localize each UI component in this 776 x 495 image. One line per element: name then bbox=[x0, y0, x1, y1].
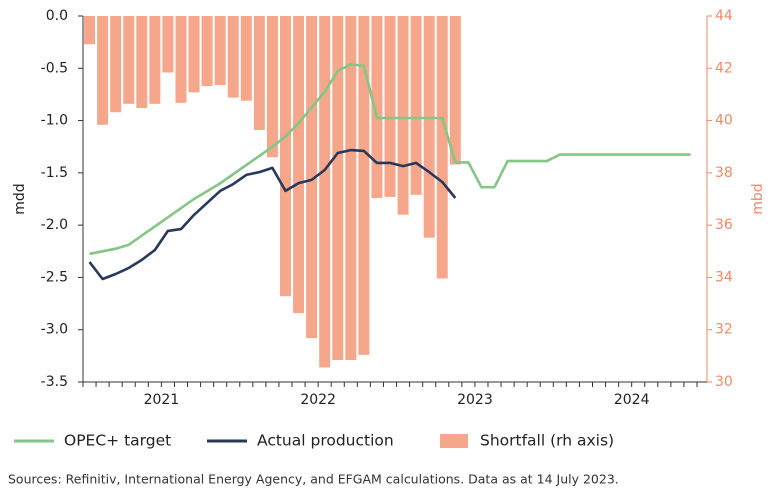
y-tick-label: -1.0 bbox=[41, 113, 68, 129]
y2-tick-label: 40 bbox=[715, 113, 733, 129]
y-tick-label: -0.5 bbox=[41, 60, 68, 76]
bar bbox=[97, 16, 109, 125]
bar bbox=[188, 16, 200, 93]
bar bbox=[162, 16, 174, 73]
y2-tick-label: 32 bbox=[715, 322, 733, 338]
bar bbox=[358, 16, 370, 355]
x-tick-label: 2022 bbox=[300, 392, 336, 408]
x-tick-label: 2024 bbox=[614, 392, 650, 408]
bar bbox=[149, 16, 161, 104]
bar bbox=[306, 16, 318, 339]
y-tick-label: -2.0 bbox=[41, 217, 68, 233]
y-tick-label: -3.5 bbox=[41, 374, 68, 390]
bar bbox=[449, 16, 461, 165]
y2-tick-label: 36 bbox=[715, 217, 733, 233]
y2-tick-label: 42 bbox=[715, 60, 733, 76]
bar bbox=[240, 16, 252, 101]
y2-tick-label: 34 bbox=[715, 269, 733, 285]
bar bbox=[110, 16, 122, 113]
bar bbox=[280, 16, 291, 297]
y2-axis-label: mbd bbox=[750, 183, 766, 214]
y-tick-label: -3.0 bbox=[41, 322, 68, 338]
bar bbox=[253, 16, 265, 130]
bar bbox=[436, 16, 448, 279]
bar bbox=[266, 16, 278, 158]
bar bbox=[319, 16, 331, 368]
y2-tick-label: 38 bbox=[715, 165, 733, 181]
bar bbox=[123, 16, 135, 104]
legend-swatch bbox=[440, 434, 468, 448]
bar bbox=[384, 16, 396, 197]
bar bbox=[371, 16, 383, 198]
y2-tick-label: 44 bbox=[715, 8, 733, 24]
y-tick-label: 0.0 bbox=[46, 8, 68, 24]
bar bbox=[293, 16, 305, 313]
x-tick-label: 2023 bbox=[457, 392, 493, 408]
y2-tick-label: 30 bbox=[715, 374, 733, 390]
bar bbox=[227, 16, 239, 98]
legend-label: Shortfall (rh axis) bbox=[480, 432, 614, 450]
legend-label: Actual production bbox=[257, 432, 394, 450]
bar bbox=[136, 16, 148, 109]
bar bbox=[423, 16, 435, 238]
y-tick-label: -1.5 bbox=[41, 165, 68, 181]
bar bbox=[345, 16, 357, 361]
bar bbox=[214, 16, 226, 86]
bar bbox=[201, 16, 213, 87]
bar bbox=[397, 16, 409, 215]
x-tick-label: 2021 bbox=[144, 392, 180, 408]
legend-label: OPEC+ target bbox=[64, 432, 171, 450]
bar bbox=[332, 16, 344, 361]
bar bbox=[175, 16, 187, 103]
bar bbox=[84, 16, 96, 45]
y-tick-label: -2.5 bbox=[41, 269, 68, 285]
source-note: Sources: Refinitiv, International Energy… bbox=[8, 472, 619, 487]
bar bbox=[410, 16, 422, 195]
y-axis-label: mdd bbox=[12, 183, 28, 214]
line-series bbox=[89, 63, 691, 256]
line-series bbox=[88, 148, 457, 281]
